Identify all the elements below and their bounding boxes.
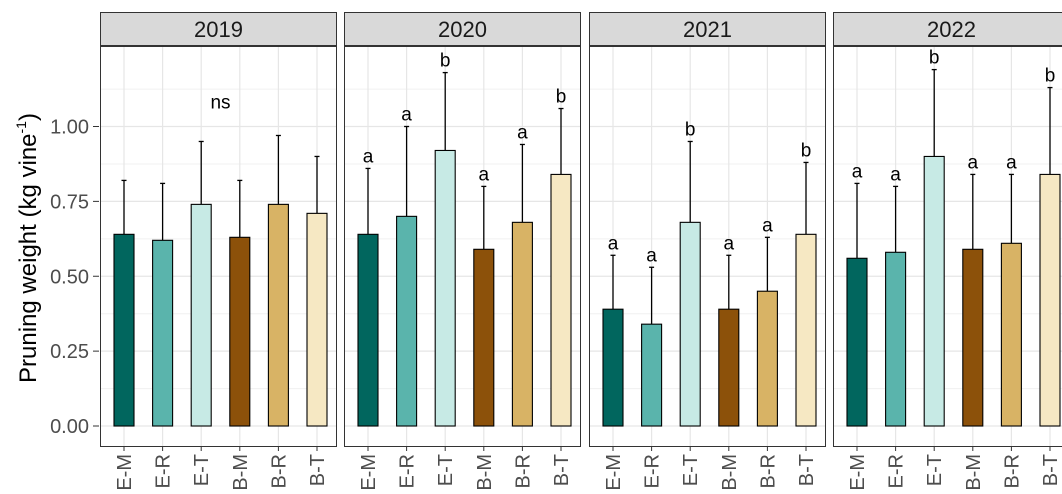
- y-axis-title-close: ): [15, 113, 42, 121]
- significance-label: a: [608, 233, 619, 254]
- x-tick-label: E-M: [114, 454, 136, 491]
- bar-E-M: [846, 257, 868, 427]
- facet-strip: [833, 12, 1062, 46]
- x-tick-label: B-M: [963, 454, 985, 491]
- y-tick-label: 1.00: [50, 117, 89, 139]
- bar-B-M: [229, 236, 251, 427]
- x-tick-label: B-T: [551, 454, 573, 486]
- panel-border: [833, 46, 1062, 447]
- y-axis: 0.00 0.25 0.50 0.75 1.00: [50, 117, 99, 438]
- y-axis-title: Pruning weight (kg vine-1): [13, 113, 42, 383]
- x-tick-label: E-T: [924, 454, 946, 486]
- significance-label: a: [646, 245, 657, 266]
- y-tick-label: 0.25: [50, 341, 89, 363]
- x-tick-label: B-M: [719, 454, 741, 491]
- bar-B-R: [756, 290, 778, 427]
- x-tick-label: B-M: [230, 454, 252, 491]
- bar-B-T: [1039, 173, 1061, 427]
- bar-B-T: [306, 212, 328, 427]
- panel-significance-label: ns: [210, 93, 230, 114]
- panel-background: [344, 46, 581, 447]
- facets: 2019 E-M E-R E-T B-M B-R B-T ns 2020 a E-M a E-R b E-T…: [100, 12, 1062, 491]
- y-axis-title-main: Pruning weight (kg vine: [15, 133, 42, 382]
- facet-strip-label: 2021: [683, 17, 732, 42]
- x-tick-label: E-R: [886, 454, 908, 488]
- y-axis-title-superscript: -1: [13, 121, 29, 134]
- significance-label: a: [852, 161, 863, 182]
- y-tick-label: 0.00: [50, 416, 89, 438]
- x-tick-label: E-R: [397, 454, 419, 488]
- panel-border: [344, 46, 581, 447]
- panel-background: [589, 46, 826, 447]
- significance-label: a: [401, 105, 412, 126]
- significance-label: a: [890, 164, 901, 185]
- x-tick-label: B-R: [512, 454, 534, 488]
- bar-E-T: [190, 203, 212, 427]
- panel-border: [589, 46, 826, 447]
- bar-E-M: [602, 308, 624, 427]
- panel-background: [100, 46, 337, 447]
- facet-panel-2019: 2019 E-M E-R E-T B-M B-R B-T ns: [100, 12, 337, 491]
- bar-B-M: [962, 248, 984, 427]
- x-tick-label: E-M: [847, 454, 869, 491]
- bar-E-T: [923, 155, 945, 427]
- bar-E-M: [113, 233, 135, 427]
- significance-label: b: [440, 51, 451, 72]
- significance-label: a: [363, 146, 374, 167]
- bar-E-R: [396, 215, 418, 427]
- significance-label: b: [929, 48, 940, 69]
- bar-E-R: [152, 239, 174, 427]
- facet-strip-label: 2019: [194, 17, 243, 42]
- panel-background: [833, 46, 1062, 447]
- facet-strip: [344, 12, 581, 46]
- bar-B-T: [795, 233, 817, 427]
- x-tick-label: B-M: [474, 454, 496, 491]
- x-tick-label: E-M: [358, 454, 380, 491]
- significance-label: b: [556, 87, 567, 108]
- facet-strip-label: 2022: [927, 17, 976, 42]
- significance-label: b: [801, 140, 812, 161]
- bar-E-R: [641, 323, 663, 427]
- panel-border: [100, 46, 337, 447]
- x-tick-label: E-T: [435, 454, 457, 486]
- x-tick-label: B-T: [307, 454, 329, 486]
- bar-B-M: [718, 308, 740, 427]
- significance-label: a: [517, 122, 528, 143]
- x-tick-label: B-T: [796, 454, 818, 486]
- bar-B-M: [473, 248, 495, 427]
- bar-B-T: [550, 173, 572, 427]
- x-tick-label: B-T: [1040, 454, 1062, 486]
- x-tick-label: B-R: [1001, 454, 1023, 488]
- bar-E-M: [357, 233, 379, 427]
- facet-panel-2020: 2020 a E-M a E-R b E-T a B-M a B-R b B-T: [344, 12, 581, 491]
- x-tick-label: E-R: [642, 454, 664, 488]
- significance-label: a: [724, 233, 735, 254]
- facet-panel-2022: 2022 a E-M a E-R b E-T a B-M a B-R b B-T: [833, 12, 1062, 491]
- x-tick-label: E-T: [680, 454, 702, 486]
- x-tick-label: B-R: [268, 454, 290, 488]
- bar-B-R: [511, 221, 533, 427]
- y-tick-label: 0.50: [50, 266, 89, 288]
- y-tick-label: 0.75: [50, 191, 89, 213]
- facet-strip-label: 2020: [438, 17, 487, 42]
- x-tick-label: E-T: [191, 454, 213, 486]
- facet-strip: [589, 12, 826, 46]
- significance-label: a: [762, 215, 773, 236]
- significance-label: b: [685, 119, 696, 140]
- significance-label: a: [479, 164, 490, 185]
- x-tick-label: E-M: [603, 454, 625, 491]
- significance-label: b: [1045, 66, 1056, 87]
- bar-E-T: [434, 149, 456, 427]
- bar-E-T: [679, 221, 701, 427]
- bar-B-R: [267, 203, 289, 427]
- x-tick-label: B-R: [757, 454, 779, 488]
- significance-label: a: [1006, 152, 1017, 173]
- facet-strip: [100, 12, 337, 46]
- significance-label: a: [968, 152, 979, 173]
- x-tick-label: E-R: [153, 454, 175, 488]
- facet-panel-2021: 2021 a E-M a E-R b E-T a B-M a B-R b B-T: [589, 12, 826, 491]
- bar-B-R: [1000, 242, 1022, 427]
- bar-E-R: [885, 251, 907, 427]
